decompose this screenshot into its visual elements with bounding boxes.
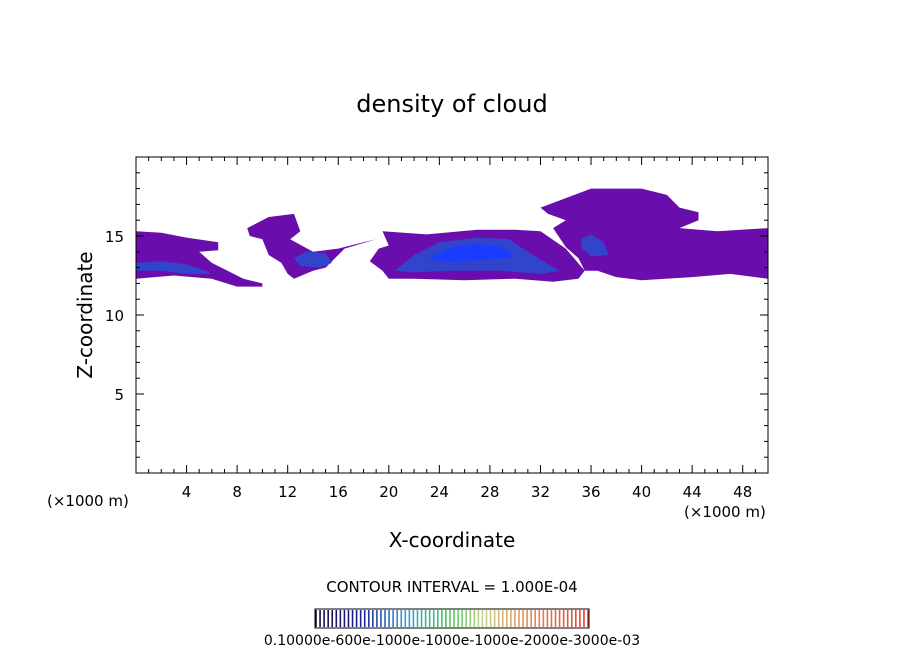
x-axis-label: X-coordinate	[389, 528, 516, 552]
y-tick-label: 15	[105, 228, 124, 246]
cloud-density-contours	[136, 188, 768, 287]
x-tick-label: 32	[531, 483, 550, 501]
contour-interval-label: CONTOUR INTERVAL = 1.000E-04	[326, 578, 577, 596]
contour-region-8-low	[540, 188, 768, 281]
x-tick-label: 48	[733, 483, 752, 501]
x-tick-label: 28	[480, 483, 499, 501]
x-tick-label: 24	[430, 483, 449, 501]
y-tick-label: 10	[105, 307, 124, 325]
x-tick-label: 4	[182, 483, 192, 501]
x-tick-label: 8	[232, 483, 242, 501]
y-axis-ticks: 5 10 15	[105, 172, 768, 458]
contour-region-3-low	[247, 213, 377, 279]
contour-region-7-high	[426, 243, 516, 262]
contour-region-1-low	[136, 231, 263, 287]
contour-region-4-mid	[294, 251, 332, 268]
x-tick-label: 40	[632, 483, 651, 501]
x-tick-label: 36	[581, 483, 600, 501]
x-tick-label: 44	[683, 483, 702, 501]
x-axis-ticks: 4 8 12 16 20 24 28 32 36 40 44 48	[148, 157, 756, 501]
colorbar-tick-labels: 0.10000e-600e-1000e-1000e-1000e-2000e-30…	[264, 633, 640, 649]
contour-region-2-mid	[136, 261, 212, 274]
contour-region-9-mid	[580, 234, 609, 257]
x-tick-label: 12	[278, 483, 297, 501]
colorbar-frame	[314, 608, 590, 629]
chart-title: density of cloud	[356, 90, 547, 118]
x-unit-label: (×1000 m)	[47, 492, 129, 510]
x-tick-label: 16	[329, 483, 348, 501]
y-axis-label: Z-coordinate	[73, 251, 97, 378]
x-tick-label: 20	[379, 483, 398, 501]
colorbar	[315, 610, 589, 627]
y-tick-label: 5	[114, 386, 124, 404]
y-unit-label: (×1000 m)	[684, 503, 766, 521]
